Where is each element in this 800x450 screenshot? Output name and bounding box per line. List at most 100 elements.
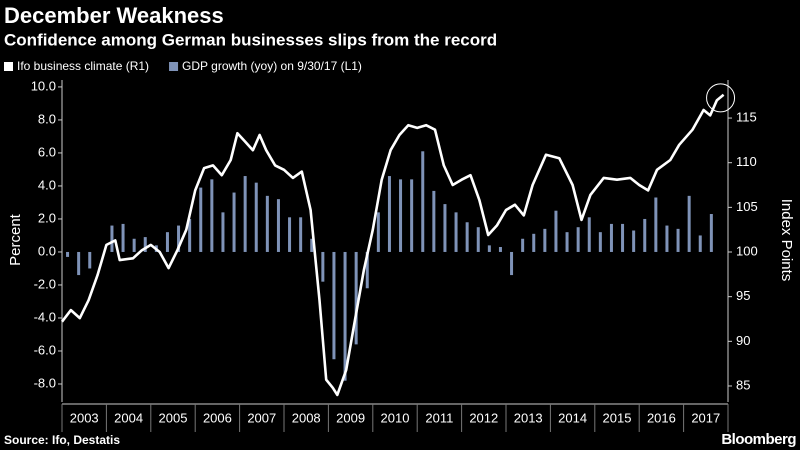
bar	[654, 197, 658, 252]
bar	[632, 230, 636, 252]
y-tick-label: -2.0	[34, 276, 56, 291]
bar	[687, 195, 691, 252]
y-tick-label: -6.0	[34, 342, 56, 357]
x-tick-label: 2005	[159, 410, 188, 425]
y2-tick-label: 90	[736, 333, 750, 348]
bar	[254, 182, 258, 252]
bar	[332, 251, 336, 360]
y2-tick-label: 85	[736, 377, 750, 392]
bar	[299, 217, 303, 252]
bar	[676, 228, 680, 252]
legend-label: Ifo business climate (R1)	[17, 59, 149, 73]
bar	[288, 217, 292, 252]
legend-label: GDP growth (yoy) on 9/30/17 (L1)	[182, 59, 362, 73]
bar	[310, 238, 314, 252]
bar	[576, 227, 580, 252]
bar	[498, 247, 502, 252]
bar	[543, 228, 547, 252]
bar	[643, 218, 647, 252]
chart-title: December Weakness	[4, 3, 224, 28]
bar	[243, 176, 247, 252]
bar	[165, 232, 169, 252]
legend-swatch	[4, 62, 13, 71]
bar	[221, 212, 225, 252]
bar	[232, 192, 236, 252]
x-tick-label: 2013	[514, 410, 543, 425]
bar	[343, 251, 347, 381]
bar	[698, 235, 702, 252]
y-tick-label: -8.0	[34, 375, 56, 390]
bar	[443, 204, 447, 252]
bar	[321, 251, 325, 282]
y2-axis-label: Index Points	[778, 199, 795, 282]
x-tick-label: 2017	[691, 410, 720, 425]
bar	[177, 225, 181, 252]
bar	[66, 251, 70, 257]
y-tick-label: 4.0	[38, 177, 56, 192]
line	[60, 93, 725, 397]
x-tick-label: 2003	[70, 410, 99, 425]
bar	[598, 232, 602, 252]
bar	[188, 218, 192, 252]
y-tick-label: 10.0	[31, 78, 56, 93]
highlight-circle	[706, 83, 736, 113]
bar	[454, 212, 458, 252]
y-tick-label: 8.0	[38, 111, 56, 126]
bar	[609, 223, 613, 252]
bar	[399, 179, 403, 252]
bar	[432, 190, 436, 252]
y-axis-label: Percent	[7, 213, 24, 266]
y2-tick-label: 110	[736, 154, 757, 169]
x-tick-label: 2016	[647, 410, 676, 425]
bar	[265, 195, 269, 252]
bar	[354, 251, 358, 345]
x-tick-label: 2014	[558, 410, 587, 425]
bar	[532, 233, 536, 252]
y-tick-label: -4.0	[34, 309, 56, 324]
x-tick-label: 2010	[381, 410, 410, 425]
x-tick-label: 2011	[425, 410, 453, 425]
bar	[387, 176, 391, 252]
bar	[77, 251, 81, 276]
x-tick-label: 2015	[603, 410, 632, 425]
bar	[510, 251, 514, 276]
x-tick-label: 2006	[203, 410, 232, 425]
bar	[709, 214, 713, 252]
bar	[565, 232, 569, 252]
brand: Bloomberg	[721, 431, 796, 448]
bar	[554, 210, 558, 252]
x-tick-label: 2007	[247, 410, 276, 425]
y2-tick-label: 100	[736, 243, 758, 258]
bar	[210, 179, 214, 252]
bar	[365, 251, 369, 289]
bar	[121, 223, 125, 252]
x-tick-label: 2012	[469, 410, 498, 425]
y-tick-label: 0.0	[38, 243, 56, 258]
bar	[621, 223, 625, 252]
y-tick-label: 2.0	[38, 210, 56, 225]
source: Source: Ifo, Destatis	[4, 433, 120, 447]
y2-tick-label: 105	[736, 199, 758, 214]
bar	[143, 237, 147, 252]
y2-tick-label: 115	[736, 109, 757, 124]
bar	[376, 212, 380, 252]
bar	[421, 151, 425, 252]
bar	[88, 251, 92, 269]
x-tick-label: 2004	[114, 410, 143, 425]
bar	[465, 222, 469, 252]
bar	[276, 199, 280, 252]
legend-swatch	[169, 62, 179, 71]
y-tick-label: 6.0	[38, 144, 56, 159]
bar	[110, 225, 114, 252]
bar	[487, 245, 491, 252]
bar	[521, 238, 525, 252]
bar	[410, 179, 414, 252]
bar	[587, 217, 591, 252]
bar	[665, 225, 669, 252]
bar	[132, 238, 136, 252]
x-tick-label: 2008	[292, 410, 321, 425]
bar	[476, 227, 480, 252]
bar	[199, 187, 203, 252]
x-tick-label: 2009	[336, 410, 365, 425]
